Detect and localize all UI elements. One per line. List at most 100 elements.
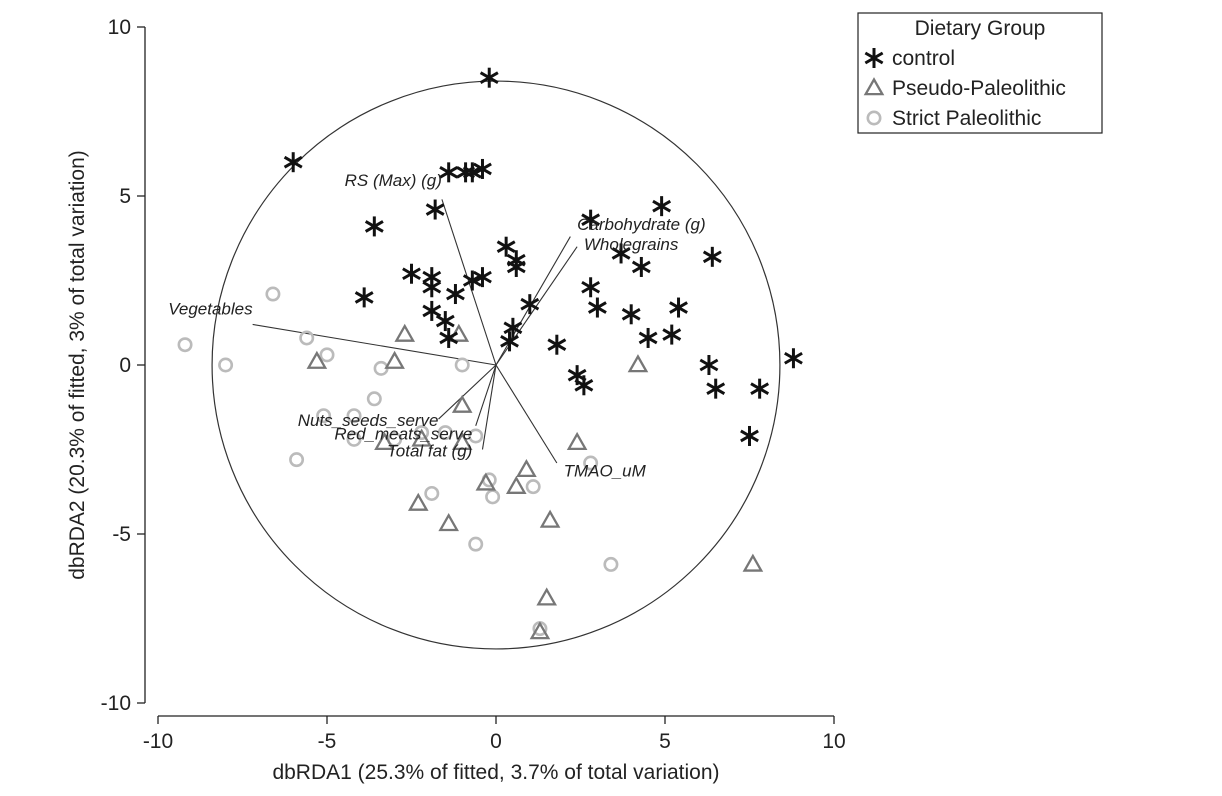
vector-line (481, 364, 497, 450)
vector-label: Red_meats_serve (334, 424, 472, 443)
data-point-circle (346, 431, 362, 447)
vector-label: Total fat (g) (387, 441, 472, 460)
data-point-asterisk (740, 425, 759, 446)
ticks: -10 -10 -5 -5 0 0 5 5 10 10 (101, 16, 846, 753)
legend-entry-label: Pseudo-Paleolithic (892, 77, 1066, 100)
data-point-asterisk (439, 162, 459, 183)
x-tick-label: 5 (659, 730, 671, 753)
data-point-circle (346, 408, 362, 424)
data-point-triangle (407, 492, 429, 511)
data-point-asterisk (662, 324, 682, 345)
data-point-circle (319, 347, 335, 363)
data-point-asterisk (462, 162, 482, 183)
legend-entry-label: control (892, 47, 955, 70)
y-axis-title: dbRDA2 (20.3% of fitted, 3% of total var… (66, 150, 89, 580)
data-point-asterisk (638, 327, 658, 348)
data-point-asterisk (669, 297, 688, 318)
data-point-asterisk (699, 355, 719, 375)
data-point-circle (583, 455, 599, 471)
y-tick-label: 0 (119, 354, 131, 377)
vector-labels: RS (Max) (g) Carbohydrate (g)Wholegrains V… (168, 171, 705, 481)
y-tick-label: -5 (112, 523, 131, 546)
vector-label: Vegetables (168, 299, 253, 318)
data-points (177, 67, 803, 640)
data-point-asterisk (479, 67, 499, 88)
data-point-asterisk (402, 263, 421, 284)
data-point-asterisk (547, 334, 567, 355)
data-point-asterisk (652, 196, 672, 217)
data-point-triangle (627, 354, 649, 373)
data-point-asterisk (750, 378, 770, 399)
data-point-triangle (448, 323, 470, 342)
data-point-circle (437, 425, 453, 441)
x-tick-label: 10 (822, 730, 845, 753)
data-point-circle (218, 357, 234, 373)
x-tick-label: -10 (143, 730, 173, 753)
legend: Dietary Group control Pseudo-Paleolithic S… (857, 12, 1103, 134)
data-point-asterisk (435, 311, 455, 332)
data-point-triangle (394, 323, 416, 342)
legend-marker-circle (866, 110, 882, 126)
data-point-asterisk (611, 243, 631, 264)
data-point-asterisk (439, 327, 459, 348)
data-point-asterisk (631, 256, 651, 277)
y-tick-label: 5 (119, 185, 131, 208)
data-point-triangle (438, 513, 459, 532)
legend-title: Dietary Group (915, 17, 1046, 40)
data-point-asterisk (621, 304, 641, 325)
data-point-circle (289, 452, 305, 468)
data-point-asterisk (706, 378, 726, 399)
data-point-circle (299, 330, 315, 346)
legend-marker-triangle (863, 77, 885, 96)
vector-label: TMAO_uM (564, 462, 647, 481)
data-point-triangle (374, 431, 395, 451)
data-point-triangle (516, 458, 537, 478)
vector-label: Wholegrains (584, 235, 679, 254)
data-point-triangle (306, 350, 328, 369)
data-point-circle (316, 408, 332, 424)
data-point-asterisk (283, 152, 303, 173)
data-point-asterisk (364, 216, 384, 237)
data-point-asterisk (506, 256, 526, 277)
data-point-triangle (742, 553, 764, 572)
data-point-triangle (384, 350, 405, 369)
data-point-triangle (475, 472, 497, 491)
data-point-asterisk (422, 300, 442, 321)
data-point-asterisk (354, 287, 374, 308)
y-tick-label: 10 (108, 16, 131, 39)
data-point-circle (265, 286, 281, 302)
data-point-asterisk (473, 267, 492, 288)
data-point-asterisk (462, 270, 482, 291)
data-point-asterisk (425, 199, 445, 220)
data-point-asterisk (587, 297, 607, 318)
data-point-asterisk (422, 277, 442, 298)
legend-entry-label: Strict Paleolithic (892, 107, 1041, 130)
data-point-circle (525, 479, 541, 495)
vector-line (495, 364, 558, 464)
data-point-circle (366, 391, 382, 407)
data-point-triangle (451, 431, 473, 451)
vector-line (252, 323, 497, 366)
data-point-asterisk (473, 158, 492, 179)
data-point-circle (485, 489, 501, 505)
data-point-asterisk (574, 375, 594, 396)
data-point-triangle (411, 428, 432, 447)
data-point-triangle (451, 394, 473, 413)
data-point-triangle (505, 475, 527, 494)
data-point-circle (468, 428, 484, 444)
vector-line (475, 364, 497, 427)
data-point-circle (414, 425, 430, 441)
vector-label: RS (Max) (g) (345, 171, 442, 190)
vector-line (438, 364, 497, 420)
legend-marker-asterisk (864, 48, 884, 68)
vector-label: Carbohydrate (g) (577, 215, 706, 234)
data-point-circle (468, 536, 484, 552)
data-point-asterisk (500, 331, 519, 352)
data-point-circle (454, 357, 470, 373)
data-point-asterisk (702, 246, 722, 267)
data-point-circle (603, 556, 619, 572)
data-point-triangle (536, 587, 558, 606)
x-axis-title: dbRDA1 (25.3% of fitted, 3.7% of total v… (272, 761, 719, 784)
data-point-asterisk (503, 317, 523, 338)
